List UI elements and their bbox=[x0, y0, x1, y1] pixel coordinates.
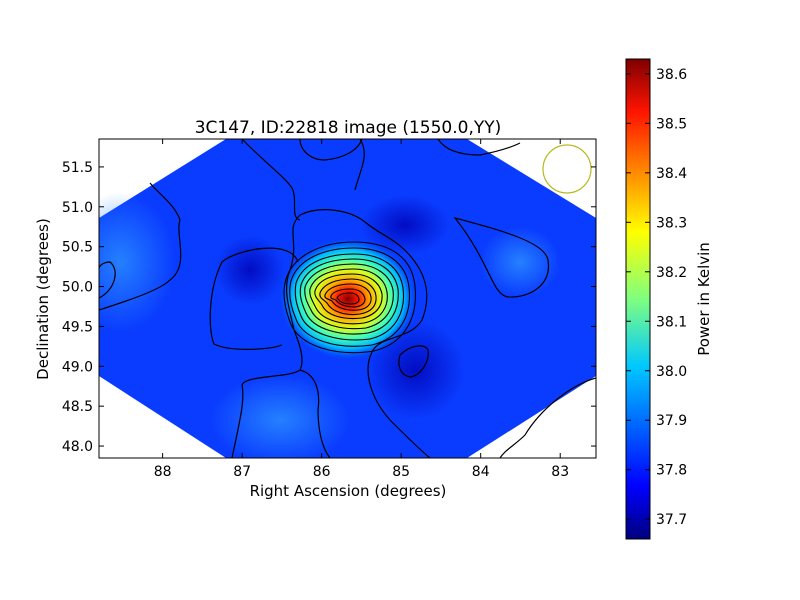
colorbar bbox=[625, 58, 651, 540]
colorbar-tick-label: 37.8 bbox=[656, 463, 687, 479]
y-tick-label: 51.5 bbox=[62, 160, 93, 176]
colorbar-tick-label: 38.3 bbox=[656, 215, 687, 231]
colorbar-tick-label: 38.1 bbox=[656, 314, 687, 330]
y-axis-ticks: 48.0 48.5 49.0 49.5 50.0 50.5 51.0 51.5 bbox=[62, 160, 596, 455]
colorbar-tick-label: 38.5 bbox=[656, 116, 687, 132]
colorbar-label: Power in Kelvin bbox=[695, 242, 713, 356]
x-tick-label: 87 bbox=[233, 464, 251, 480]
y-tick-label: 48.5 bbox=[62, 399, 93, 415]
plot-frame bbox=[98, 138, 597, 459]
y-tick-label: 49.0 bbox=[62, 359, 93, 375]
colorbar-tick-label: 37.7 bbox=[656, 512, 687, 528]
beam-marker bbox=[542, 144, 592, 194]
x-tick-label: 85 bbox=[392, 464, 410, 480]
y-tick-label: 51.0 bbox=[62, 200, 93, 216]
y-tick-label: 48.0 bbox=[62, 439, 93, 455]
colorbar-tick-label: 38.2 bbox=[656, 265, 687, 281]
x-tick-label: 86 bbox=[313, 464, 331, 480]
colorbar-tick-label: 37.9 bbox=[656, 413, 687, 429]
x-axis-ticks: 88 87 86 85 84 83 bbox=[154, 139, 569, 480]
y-tick-label: 50.5 bbox=[62, 240, 93, 256]
colorbar-tick-label: 38.6 bbox=[656, 67, 687, 83]
x-tick-label: 83 bbox=[551, 464, 569, 480]
colorbar-tick-label: 38.0 bbox=[656, 364, 687, 380]
y-axis-label: Declination (degrees) bbox=[34, 218, 52, 380]
y-tick-label: 49.5 bbox=[62, 319, 93, 335]
y-tick-label: 50.0 bbox=[62, 280, 93, 296]
contour-lines bbox=[99, 139, 596, 458]
chart-title: 3C147, ID:22818 image (1550.0,YY) bbox=[195, 118, 502, 138]
x-axis-label: Right Ascension (degrees) bbox=[250, 482, 447, 500]
source-contours bbox=[283, 241, 416, 354]
x-tick-label: 84 bbox=[472, 464, 490, 480]
colorbar-ticks: 37.7 37.8 37.9 38.0 38.1 38.2 38.3 38.4 38.5 38.6 bbox=[626, 67, 687, 528]
image-area bbox=[99, 139, 596, 458]
colorbar-tick-label: 38.4 bbox=[656, 166, 687, 182]
x-tick-label: 88 bbox=[154, 464, 172, 480]
